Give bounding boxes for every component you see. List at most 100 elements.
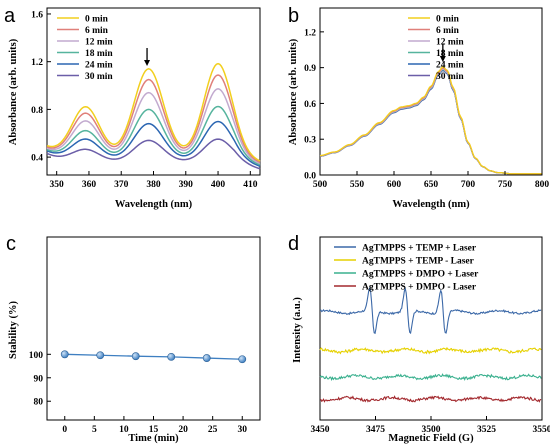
panel-b-y-tick-label: 0.0 — [304, 172, 316, 182]
panel-d-legend-label: AgTMPPS + DMPO + Laser — [362, 270, 479, 280]
panel-c-x-tick-label: 0 — [62, 425, 67, 435]
panel-d-legend-label: AgTMPPS + TEMP + Laser — [362, 244, 477, 254]
panel-c-frame — [46, 236, 261, 421]
panel-b-x-tick-label: 700 — [461, 180, 476, 190]
panel-b-legend-label: 18 min — [436, 49, 464, 59]
panel-d-series-line — [319, 286, 542, 335]
panel-b-y-axis-label: Absorbance (arb. units) — [288, 38, 299, 145]
panel-c-data-point — [202, 354, 211, 362]
panel-a-series-line — [46, 62, 261, 162]
panel-d-x-tick-label: 3450 — [311, 425, 330, 435]
panel-a-x-tick-label: 370 — [114, 180, 129, 190]
panel-c-x-tick-label: 30 — [238, 425, 248, 435]
panel-c-y-ticks: 80 90 100 — [29, 351, 51, 408]
panel-b-x-tick-label: 750 — [498, 180, 513, 190]
panel-a-y-tick-label: 0.4 — [31, 154, 43, 164]
panel-a-arrow-head — [144, 60, 151, 66]
panel-b-arrow-head — [439, 56, 446, 62]
panel-d-x-tick-label: 3550 — [533, 425, 550, 435]
panel-c-y-tick-label: 80 — [34, 398, 44, 408]
panel-c-x-tick-label: 15 — [149, 425, 159, 435]
panel-c-data-point — [131, 352, 140, 361]
panel-b-y-tick-label: 0.6 — [304, 100, 316, 110]
panel-d-plot-area — [319, 286, 542, 403]
panel-b-x-ticks: 500 550 600 650 700 750 800 — [313, 171, 550, 190]
panel-c-series-line — [64, 353, 243, 360]
panel-c: c 0 5 10 15 20 25 30 80 90 100 Time (min) Stabil… — [6, 233, 261, 444]
panel-a-legend-label: 30 min — [85, 72, 113, 82]
panel-a-legend-label: 24 min — [85, 61, 113, 71]
panel-a-series-line — [46, 88, 261, 165]
panel-b-legend-label: 6 min — [436, 26, 460, 36]
panel-d-x-ticks: 3450 3475 3500 3525 3550 — [311, 416, 550, 435]
panel-b-series-line — [319, 66, 542, 175]
panel-d-x-tick-label: 3475 — [366, 425, 385, 435]
panel-c-data-point — [238, 355, 247, 364]
panel-d-y-axis-label: Intensity (a.u.) — [292, 297, 303, 363]
panel-b-frame — [319, 7, 543, 176]
panel-b-legend-label: 0 min — [436, 15, 460, 25]
panel-a-series-line — [46, 74, 261, 163]
panel-a-legend-label: 6 min — [85, 26, 109, 36]
panel-a-letter: a — [4, 5, 16, 27]
panel-b-letter: b — [288, 5, 299, 27]
panel-c-data-point — [96, 351, 105, 360]
panel-a-x-tick-label: 390 — [179, 180, 194, 190]
panel-c-y-tick-label: 90 — [34, 374, 44, 384]
panel-d-series-line — [319, 346, 542, 355]
panel-a-series-line — [46, 138, 261, 170]
panel-a-x-tick-label: 360 — [82, 180, 97, 190]
panel-b-series-line — [319, 68, 542, 175]
panel-c-x-tick-label: 10 — [119, 425, 129, 435]
panel-b-y-tick-label: 1.2 — [304, 28, 316, 38]
panel-a-x-tick-label: 350 — [50, 180, 65, 190]
panel-b-series-line — [319, 68, 542, 175]
panel-c-x-ticks: 0 5 10 15 20 25 30 — [62, 416, 247, 435]
panel-b-legend-label: 12 min — [436, 38, 464, 48]
panel-a-plot-area — [46, 48, 261, 170]
panel-b-plot-area — [319, 44, 542, 175]
panel-d-x-tick-label: 3500 — [422, 425, 441, 435]
panel-a-x-ticks: 350 360 370 380 390 400 410 — [50, 171, 258, 190]
panel-a-y-axis-label: Absorbance (arb. units) — [8, 38, 19, 145]
panel-b-legend-label: 30 min — [436, 72, 464, 82]
panel-a-y-tick-label: 1.6 — [31, 10, 43, 20]
panel-c-x-tick-label: 20 — [178, 425, 188, 435]
panel-b-x-tick-label: 800 — [535, 180, 550, 190]
panel-b-x-tick-label: 650 — [424, 180, 439, 190]
panel-a-y-tick-label: 0.8 — [31, 106, 43, 116]
panel-c-plot-area — [60, 350, 247, 364]
panel-a-series-line — [46, 105, 261, 166]
panel-b-legend-label: 24 min — [436, 61, 464, 71]
panel-c-x-tick-label: 5 — [92, 425, 97, 435]
panel-a-y-ticks: 0.4 0.8 1.2 1.6 — [31, 10, 51, 164]
panel-a-x-tick-label: 410 — [243, 180, 258, 190]
panel-b-x-axis-label: Wavelength (nm) — [392, 199, 470, 210]
panel-d-x-tick-label: 3525 — [477, 425, 496, 435]
panel-b-y-ticks: 0.0 0.3 0.6 0.9 1.2 — [304, 28, 324, 182]
panel-c-x-tick-label: 25 — [208, 425, 218, 435]
panel-b-series-line — [319, 65, 542, 175]
panel-b-y-tick-label: 0.3 — [304, 136, 316, 146]
panel-a-legend-label: 12 min — [85, 38, 113, 48]
panel-b-x-tick-label: 550 — [350, 180, 365, 190]
panel-c-letter: c — [6, 233, 16, 255]
panel-a-y-tick-label: 1.2 — [31, 58, 43, 68]
panel-b-x-tick-label: 500 — [313, 180, 328, 190]
panel-a-legend-label: 18 min — [85, 49, 113, 59]
panel-c-y-tick-label: 100 — [29, 351, 44, 361]
panel-d-legend-label: AgTMPPS + TEMP - Laser — [362, 257, 475, 267]
panel-d-letter: d — [288, 233, 299, 255]
panel-a-x-tick-label: 400 — [211, 180, 226, 190]
panel-d-x-axis-label: Magnetic Field (G) — [388, 433, 474, 444]
panel-b-y-tick-label: 0.9 — [304, 64, 316, 74]
panel-a-legend-label: 0 min — [85, 15, 109, 25]
panel-d-legend: AgTMPPS + TEMP + Laser AgTMPPS + TEMP - L… — [334, 244, 479, 293]
panel-c-x-axis-label: Time (min) — [128, 433, 179, 444]
panel-d: d AgTMPPS + TEMP + Laser AgTMPPS + TEMP -… — [288, 233, 550, 444]
